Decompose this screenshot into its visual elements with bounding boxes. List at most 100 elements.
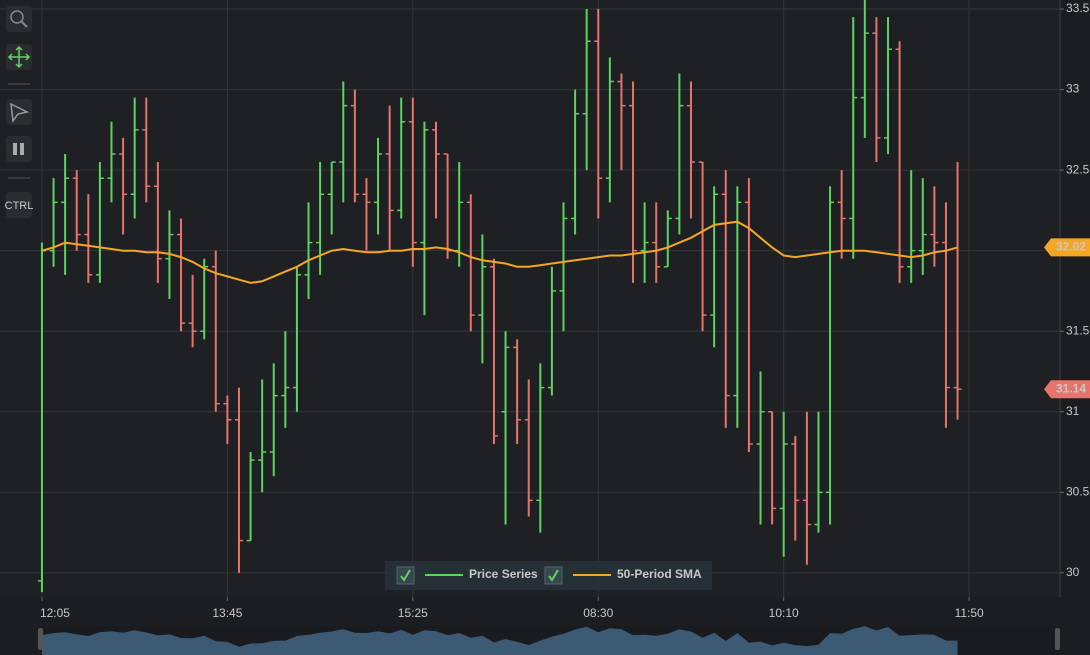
x-tick-label: 11:50 <box>955 606 984 620</box>
x-tick-label: 15:25 <box>398 606 428 620</box>
legend-label: Price Series <box>469 567 538 581</box>
ohlc-bar <box>779 411 788 557</box>
ohlc-bar <box>663 210 672 268</box>
ohlc-bar <box>107 121 116 203</box>
x-tick-label: 12:05 <box>40 606 70 620</box>
ohlc-bar <box>362 178 371 251</box>
last-value-tag <box>1044 380 1090 399</box>
last-value-label: 32.02 <box>1056 240 1086 254</box>
ohlc-bar <box>420 121 429 316</box>
ohlc-bar <box>814 411 823 533</box>
ohlc-bar <box>234 387 243 573</box>
y-tick-label: 33.5 <box>1066 1 1090 15</box>
ohlc-bar <box>884 17 893 155</box>
ohlc-bar <box>547 266 556 396</box>
ohlc-bar <box>918 178 927 275</box>
ohlc-bar <box>907 170 916 283</box>
pan-icon <box>7 45 31 69</box>
ohlc-bar <box>837 170 846 259</box>
ohlc-bar <box>721 170 730 428</box>
ohlc-bar <box>211 250 220 412</box>
navigator-area <box>42 626 958 655</box>
ohlc-bar <box>768 410 777 525</box>
ohlc-bar <box>791 435 800 541</box>
ohlc-bar <box>953 162 962 420</box>
ohlc-bar <box>339 81 348 203</box>
legend-check <box>548 569 559 582</box>
pause-icon <box>20 143 24 155</box>
ohlc-bar <box>350 89 359 203</box>
legend-checkbox[interactable] <box>396 566 415 585</box>
y-tick-label: 33 <box>1066 82 1080 96</box>
ohlc-bar <box>385 105 394 251</box>
ohlc-bar <box>571 89 580 235</box>
ohlc-bar <box>119 137 128 235</box>
ohlc-bar <box>466 194 475 332</box>
ohlc-bar <box>84 194 93 283</box>
toolbar: CTRL <box>5 6 34 218</box>
select-icon <box>10 102 30 124</box>
last-value-tag <box>1044 238 1090 257</box>
ohlc-bar <box>200 258 209 340</box>
ctrl-button[interactable] <box>6 192 32 218</box>
ohlc-bar <box>304 202 313 299</box>
ohlc-bar <box>594 9 603 219</box>
navigator-handle[interactable] <box>38 628 43 650</box>
ohlc-bar <box>559 202 568 332</box>
ctrl-label: CTRL <box>5 200 34 212</box>
navigator-handle[interactable] <box>1055 628 1060 650</box>
ohlc-bar <box>246 452 255 542</box>
ohlc-bar <box>941 202 950 428</box>
ohlc-bar <box>397 97 406 219</box>
ohlc-bar <box>142 97 151 203</box>
zoom-button[interactable] <box>6 6 32 32</box>
ohlc-bar <box>710 186 719 348</box>
y-tick-label: 31 <box>1066 404 1080 418</box>
ohlc-bar <box>408 97 417 267</box>
ohlc-bar <box>501 331 510 525</box>
y-axis-background <box>1060 0 1090 655</box>
ohlc-bar <box>617 73 626 171</box>
ohlc-bar <box>269 363 278 477</box>
ohlc-bar <box>605 57 614 203</box>
pause-icon <box>13 143 17 155</box>
plot-background <box>0 0 1060 597</box>
axes: 3030.53131.53232.53333.512:0513:4515:250… <box>40 1 1090 620</box>
legend-label: 50-Period SMA <box>617 567 702 581</box>
pause-button[interactable] <box>6 136 32 162</box>
ohlc-bar <box>629 81 638 283</box>
y-tick-label: 32.5 <box>1066 162 1090 176</box>
ohlc-bar <box>756 371 765 525</box>
y-tick-label: 30.5 <box>1066 484 1090 498</box>
ohlc-bar <box>432 121 441 219</box>
ohlc-bar <box>849 17 858 259</box>
ohlc-bar <box>582 9 591 171</box>
ohlc-bar <box>536 363 545 533</box>
sma-line <box>41 220 958 284</box>
ohlc-bar <box>61 154 70 275</box>
ohlc-bar <box>72 170 81 251</box>
ohlc-bar <box>489 258 498 444</box>
ohlc-bar <box>95 162 104 283</box>
ohlc-bar <box>513 339 522 444</box>
ohlc-bar <box>675 73 684 235</box>
legend: Price Series 50-Period SMA <box>385 561 712 590</box>
ohlc-bar <box>281 331 290 428</box>
ohlc-bar <box>686 81 695 219</box>
ohlc-bar <box>223 395 232 444</box>
last-value-label: 31.14 <box>1056 381 1086 395</box>
x-tick-label: 08:30 <box>583 606 613 620</box>
y-tick-label: 31.5 <box>1066 323 1090 337</box>
ohlc-bar <box>188 274 197 348</box>
zoom-icon <box>10 10 24 24</box>
ohlc-bar <box>177 218 186 332</box>
legend-checkbox[interactable] <box>544 566 563 585</box>
marks <box>37 0 962 593</box>
y-tick-label: 30 <box>1066 565 1080 579</box>
x-tick-label: 10:10 <box>769 606 799 620</box>
legend-check <box>400 569 411 582</box>
ohlc-bar <box>802 411 811 565</box>
ohlc-bar <box>698 161 707 332</box>
ohlc-bar <box>733 186 742 428</box>
ohlc-bar <box>258 379 267 493</box>
